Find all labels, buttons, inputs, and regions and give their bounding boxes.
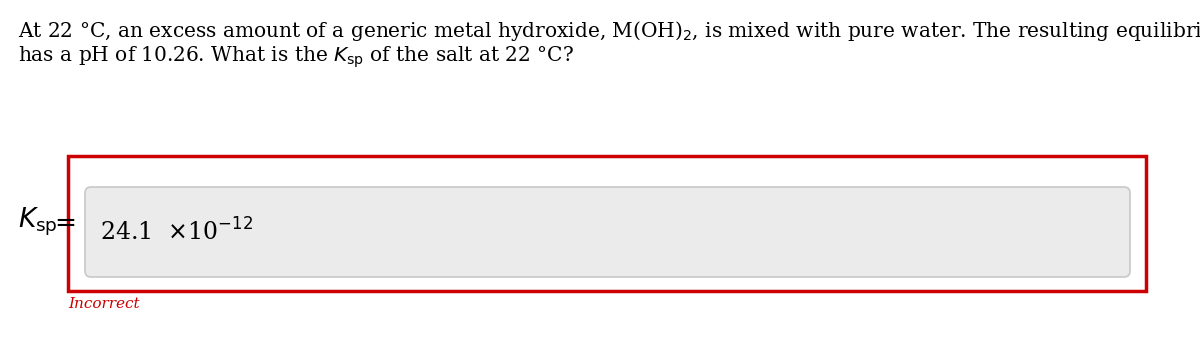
Text: $K_{\mathrm{sp}}$: $K_{\mathrm{sp}}$: [18, 205, 58, 238]
Text: 24.1  $\times$10$^{-12}$: 24.1 $\times$10$^{-12}$: [100, 218, 253, 246]
FancyBboxPatch shape: [68, 156, 1146, 291]
Text: has a pH of 10.26. What is the $K_{\mathrm{sp}}$ of the salt at 22 °C?: has a pH of 10.26. What is the $K_{\math…: [18, 45, 574, 70]
Text: =: =: [54, 211, 76, 236]
FancyBboxPatch shape: [85, 187, 1130, 277]
Text: At 22 °C, an excess amount of a generic metal hydroxide, M(OH)$_2$, is mixed wit: At 22 °C, an excess amount of a generic …: [18, 19, 1200, 43]
Text: Incorrect: Incorrect: [68, 297, 139, 311]
